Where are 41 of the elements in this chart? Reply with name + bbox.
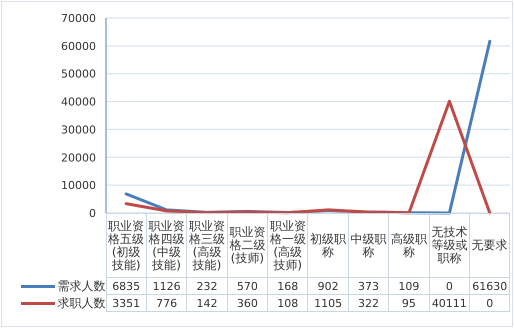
data-label: 108 bbox=[268, 294, 308, 312]
y-tick-label: 0 bbox=[89, 207, 96, 220]
y-tick-label: 20000 bbox=[61, 151, 96, 164]
data-label: 373 bbox=[348, 278, 389, 294]
data-label: 776 bbox=[146, 294, 187, 312]
x-tick-label: 职业资格三级(高级技能) bbox=[186, 214, 228, 278]
data-label: 61630 bbox=[470, 278, 510, 294]
legend-label: 求职人数 bbox=[58, 296, 106, 310]
y-tick-label: 60000 bbox=[61, 40, 96, 53]
data-label: 3351 bbox=[106, 294, 146, 312]
data-label: 6835 bbox=[106, 278, 146, 294]
data-label: 570 bbox=[227, 278, 268, 294]
data-label: 902 bbox=[308, 278, 348, 294]
x-tick-label: 职业资格五级(初级技能) bbox=[106, 214, 146, 278]
x-tick-label: 中级职称 bbox=[348, 214, 389, 278]
data-label: 232 bbox=[186, 278, 228, 294]
x-tick-label: 职业资格二级(技师) bbox=[227, 214, 268, 278]
x-tick-label: 高级职称 bbox=[388, 214, 430, 278]
data-label: 1105 bbox=[308, 294, 348, 312]
data-label: 0 bbox=[470, 294, 510, 312]
x-tick-label: 初级职称 bbox=[308, 214, 348, 278]
y-tick-label: 10000 bbox=[61, 179, 96, 192]
y-tick-label: 50000 bbox=[61, 68, 96, 81]
y-tick-label: 70000 bbox=[61, 12, 96, 25]
data-label: 1126 bbox=[146, 278, 187, 294]
data-label: 360 bbox=[227, 294, 268, 312]
y-tick-label: 30000 bbox=[61, 123, 96, 136]
data-label: 142 bbox=[186, 294, 228, 312]
x-tick-label: 职业资格四级(中级技能) bbox=[146, 214, 187, 278]
data-label: 109 bbox=[388, 278, 430, 294]
x-tick-label: 职业资格一级(高级技师) bbox=[268, 214, 308, 278]
data-label: 322 bbox=[348, 294, 389, 312]
data-label: 0 bbox=[429, 278, 470, 294]
data-label: 95 bbox=[388, 294, 430, 312]
legend-label: 需求人数 bbox=[58, 278, 106, 292]
data-label: 40111 bbox=[429, 294, 470, 312]
line-series bbox=[124, 100, 492, 214]
y-tick-label: 40000 bbox=[61, 96, 96, 109]
data-label: 168 bbox=[268, 278, 308, 294]
x-tick-label: 无技术等级或职称 bbox=[429, 214, 470, 278]
x-tick-label: 无要求 bbox=[470, 214, 510, 278]
